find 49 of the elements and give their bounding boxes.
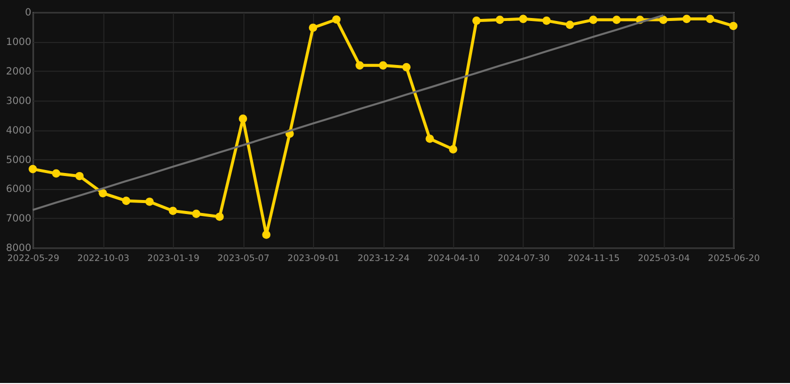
point xyxy=(122,196,130,205)
x-tick-label: 2024-04-10 xyxy=(428,254,480,264)
point xyxy=(402,63,411,72)
point xyxy=(378,61,388,70)
x-tick-label: 2023-09-01 xyxy=(288,254,340,264)
point xyxy=(542,16,551,25)
point xyxy=(612,16,621,24)
point xyxy=(519,14,528,24)
point xyxy=(332,15,341,24)
y-tick-label: 8000 xyxy=(6,243,32,254)
x-tick-label: 2023-01-19 xyxy=(147,254,200,264)
point xyxy=(448,145,458,154)
y-tick-label: 7000 xyxy=(6,214,32,225)
y-tick-label: 0 xyxy=(24,8,32,19)
point xyxy=(682,14,691,24)
point xyxy=(98,189,108,198)
point xyxy=(308,24,318,32)
y-tick-label: 5000 xyxy=(6,154,32,166)
x-tick-label: 2022-10-03 xyxy=(77,254,130,264)
y-tick-label: 4000 xyxy=(6,125,32,136)
point xyxy=(589,16,598,24)
point xyxy=(168,206,178,215)
point xyxy=(75,172,84,180)
y-tick-label: 3000 xyxy=(6,96,32,107)
x-tick-label: 2025-03-04 xyxy=(638,254,690,264)
point xyxy=(706,14,714,24)
y-tick-label: 2000 xyxy=(6,66,32,78)
x-tick-label: 2025-06-20 xyxy=(708,254,760,264)
point xyxy=(566,20,574,29)
point xyxy=(356,61,364,70)
point xyxy=(729,22,738,30)
y-tick-label: 1000 xyxy=(6,37,32,48)
point xyxy=(472,16,481,25)
x-tick-label: 2022-05-29 xyxy=(7,254,60,264)
point xyxy=(192,210,200,218)
y-tick-label: 6000 xyxy=(6,184,32,196)
point xyxy=(215,212,224,221)
point xyxy=(262,230,270,239)
point xyxy=(426,134,434,143)
point xyxy=(52,169,60,178)
point xyxy=(496,16,504,24)
x-tick-label: 2023-12-24 xyxy=(358,254,410,264)
x-tick-label: 2024-07-30 xyxy=(498,254,550,264)
point xyxy=(659,16,668,24)
point xyxy=(145,198,154,206)
x-tick-label: 2023-05-07 xyxy=(217,254,270,264)
point xyxy=(238,114,248,123)
x-tick-label: 2024-11-15 xyxy=(568,254,620,264)
point xyxy=(28,164,37,174)
